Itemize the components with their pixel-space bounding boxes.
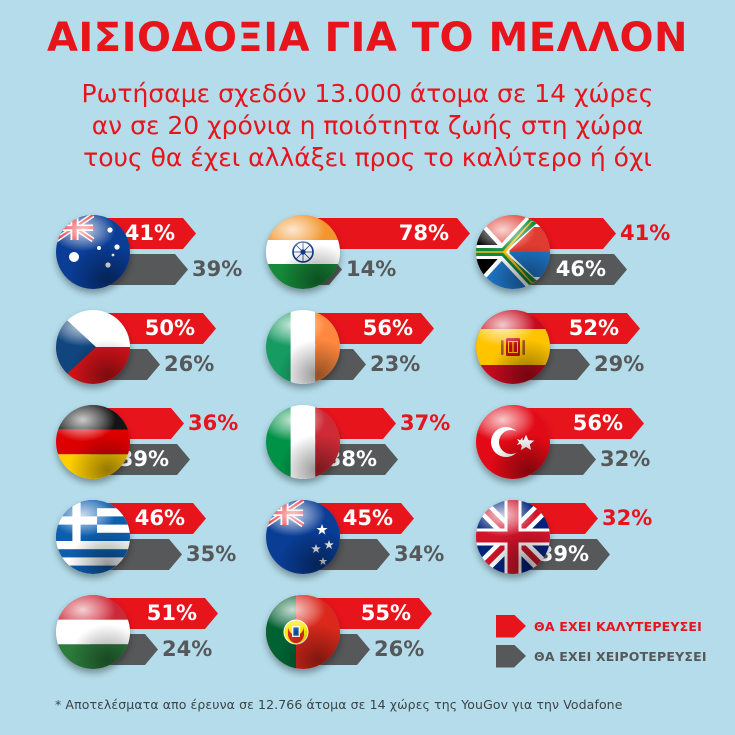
australia-flag <box>56 215 130 289</box>
page-subtitle: Ρωτήσαμε σχεδόν 13.000 άτομα σε 14 χώρες… <box>0 78 735 174</box>
hungary-flag <box>56 595 130 669</box>
subtitle-line-1: Ρωτήσαμε σχεδόν 13.000 άτομα σε 14 χώρες <box>81 79 654 108</box>
south-africa-flag <box>476 215 550 289</box>
country-grid: 41% 39% 78% 14% 41% 46% 50% 26% 56% 23% 52% 29% … <box>0 206 735 681</box>
country-cell-germany: 36% 39% <box>42 396 287 491</box>
bar-better-value: 56% <box>362 316 413 340</box>
bar-worse-value: 34% <box>394 542 445 566</box>
bar-worse-value: 26% <box>164 352 215 376</box>
bar-better-value: 37% <box>400 411 451 435</box>
portugal-flag <box>266 595 340 669</box>
bar-better-value: 52% <box>568 316 619 340</box>
country-cell-united-kingdom: 32% 39% <box>462 491 707 586</box>
country-cell-portugal: 55% 26% <box>252 586 497 681</box>
india-flag <box>266 215 340 289</box>
subtitle-line-3: τους θα έχει αλλάξει προς το καλύτερο ή … <box>83 143 652 172</box>
bar-better-value: 36% <box>188 411 239 435</box>
spain-flag <box>476 310 550 384</box>
bar-better-value: 46% <box>134 506 185 530</box>
arrow-red-icon <box>496 614 526 638</box>
country-cell-turkey: 56% 32% <box>462 396 707 491</box>
legend-label-better: ΘΑ ΕΧΕΙ ΚΑΛΥΤΕΡΕΥΣΕΙ <box>534 618 703 634</box>
footnote: * Αποτελέσματα απο έρευνα σε 12.766 άτομ… <box>55 697 623 712</box>
bar-better-value: 32% <box>602 506 653 530</box>
bar-better-value: 56% <box>572 411 623 435</box>
country-cell-ireland: 56% 23% <box>252 301 497 396</box>
country-cell-india: 78% 14% <box>252 206 497 301</box>
bar-worse-value: 24% <box>162 637 213 661</box>
page-title: ΑΙΣΙΟΔΟΞΙΑ ΓΙΑ ΤΟ ΜΕΛΛΟΝ <box>46 15 689 61</box>
bar-better-value: 45% <box>342 506 393 530</box>
bar-worse-value: 23% <box>370 352 421 376</box>
legend: ΘΑ ΕΧΕΙ ΚΑΛΥΤΕΡΕΥΣΕΙ ΘΑ ΕΧΕΙ ΧΕΙΡΟΤΕΡΕΥΣ… <box>496 613 731 673</box>
country-row: 46% 35% 45% 34% 32% 39% <box>0 491 735 586</box>
bar-worse-value: 29% <box>594 352 645 376</box>
bar-better-value: 55% <box>360 601 411 625</box>
country-cell-hungary: 51% 24% <box>42 586 287 681</box>
country-cell-new-zealand: 45% 34% <box>252 491 497 586</box>
turkey-flag <box>476 405 550 479</box>
arrow-grey-icon <box>496 644 526 668</box>
country-cell-italy: 37% 38% <box>252 396 497 491</box>
country-cell-south-africa: 41% 46% <box>462 206 707 301</box>
bar-better-value: 41% <box>124 221 175 245</box>
country-cell-czech-republic: 50% 26% <box>42 301 287 396</box>
italy-flag <box>266 405 340 479</box>
germany-flag <box>56 405 130 479</box>
country-cell-australia: 41% 39% <box>42 206 287 301</box>
bar-better-value: 51% <box>146 601 197 625</box>
new-zealand-flag <box>266 500 340 574</box>
bar-better-value: 50% <box>144 316 195 340</box>
bar-better-value: 41% <box>620 221 671 245</box>
czech-republic-flag <box>56 310 130 384</box>
bar-worse-value: 35% <box>186 542 237 566</box>
country-row: 50% 26% 56% 23% 52% 29% <box>0 301 735 396</box>
subtitle-line-2: αν σε 20 χρόνια η ποιότητα ζωής στη χώρα <box>91 111 644 140</box>
bar-worse-value: 39% <box>118 447 169 471</box>
legend-item-better: ΘΑ ΕΧΕΙ ΚΑΛΥΤΕΡΕΥΣΕΙ <box>496 613 731 639</box>
country-row: 36% 39% 37% 38% 56% 32% <box>0 396 735 491</box>
bar-better-value: 78% <box>398 221 449 245</box>
legend-label-worse: ΘΑ ΕΧΕΙ ΧΕΙΡΟΤΕΡΕΥΣΕΙ <box>534 648 707 664</box>
bar-worse-value: 26% <box>374 637 425 661</box>
bar-worse-value: 14% <box>346 257 397 281</box>
bar-worse-value: 46% <box>555 257 606 281</box>
country-cell-spain: 52% 29% <box>462 301 707 396</box>
united-kingdom-flag <box>476 500 550 574</box>
country-row: 41% 39% 78% 14% 41% 46% <box>0 206 735 301</box>
country-cell-greece: 46% 35% <box>42 491 287 586</box>
bar-worse-value: 32% <box>600 447 651 471</box>
bar-worse-value: 39% <box>538 542 589 566</box>
ireland-flag <box>266 310 340 384</box>
legend-item-worse: ΘΑ ΕΧΕΙ ΧΕΙΡΟΤΕΡΕΥΣΕΙ <box>496 643 731 669</box>
greece-flag <box>56 500 130 574</box>
bar-worse-value: 39% <box>192 257 243 281</box>
